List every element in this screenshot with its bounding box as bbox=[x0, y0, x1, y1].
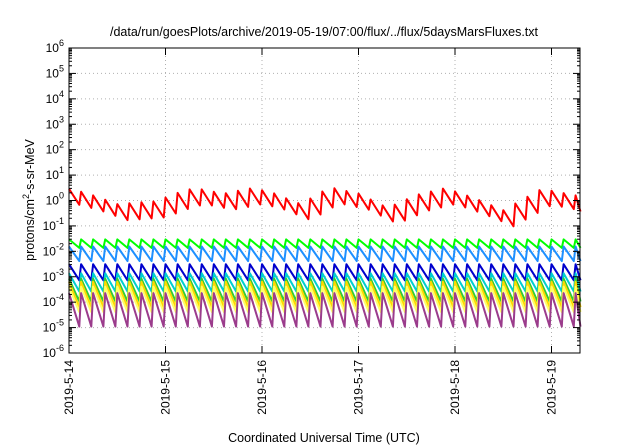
axis-ticks bbox=[68, 47, 580, 354]
y-tick-label: 10-6 bbox=[43, 343, 64, 360]
y-tick-label: 104 bbox=[46, 89, 64, 106]
x-tick-label: 2019-5-15 bbox=[159, 360, 173, 415]
y-axis-label: protons/cm2-s-sr-MeV bbox=[21, 138, 37, 260]
series-line bbox=[68, 280, 582, 309]
y-tick-label: 10-2 bbox=[43, 241, 64, 258]
y-tick-label: 106 bbox=[46, 38, 64, 55]
y-tick-label: 10-5 bbox=[43, 318, 64, 335]
series-line bbox=[68, 292, 582, 328]
y-tick-label: 10-1 bbox=[43, 216, 64, 233]
x-tick-label: 2019-5-17 bbox=[352, 360, 366, 415]
series-line bbox=[68, 277, 582, 303]
series-line bbox=[68, 187, 582, 228]
y-tick-label: 101 bbox=[46, 165, 64, 182]
series-line bbox=[68, 245, 582, 263]
y-tick-label: 10-3 bbox=[43, 267, 64, 284]
y-tick-label: 102 bbox=[46, 140, 64, 157]
series-line bbox=[68, 285, 582, 313]
y-tick-labels: 10-6 10-5 10-4 10-3 10-2 10-1 100 101 102 103 104 1… bbox=[43, 38, 64, 360]
series-line bbox=[68, 263, 582, 282]
series-lines bbox=[68, 187, 582, 328]
series-line bbox=[68, 238, 582, 249]
x-tick-label: 2019-5-16 bbox=[255, 360, 269, 415]
y-tick-label: 10-4 bbox=[43, 292, 64, 309]
x-tick-label: 2019-5-19 bbox=[545, 360, 559, 415]
y-tick-label: 100 bbox=[46, 191, 64, 208]
y-tick-label: 103 bbox=[46, 114, 64, 131]
x-axis-label: Coordinated Universal Time (UTC) bbox=[228, 431, 420, 445]
x-tick-labels: 2019-5-14 2019-5-15 2019-5-16 2019-5-17 2019… bbox=[62, 360, 559, 415]
x-tick-label: 2019-5-18 bbox=[448, 360, 462, 415]
x-tick-label: 2019-5-14 bbox=[62, 360, 76, 415]
series-line bbox=[68, 272, 582, 293]
y-tick-label: 105 bbox=[46, 63, 64, 80]
chart-title: /data/run/goesPlots/archive/2019-05-19/0… bbox=[110, 25, 539, 39]
